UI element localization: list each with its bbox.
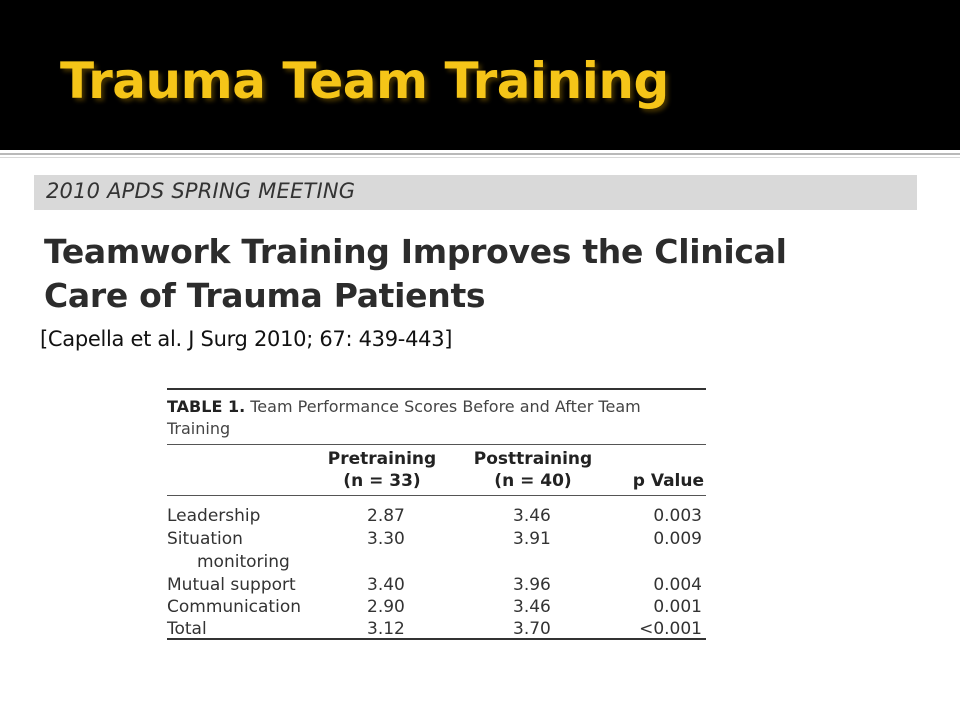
- row-post: 3.46: [513, 506, 551, 526]
- row-label: Situation: [167, 529, 243, 549]
- header-pretraining-n: (n = 33): [343, 471, 421, 491]
- header-posttraining: Posttraining (n = 40): [463, 448, 603, 492]
- row-p: 0.001: [653, 597, 702, 617]
- slide-title: Trauma Team Training: [60, 52, 669, 110]
- results-table: TABLE 1. Team Performance Scores Before …: [167, 388, 706, 640]
- table-row: Communication 2.90 3.46 0.001: [167, 596, 706, 618]
- table-row: Total 3.12 3.70 <0.001: [167, 618, 706, 640]
- row-pre: 2.90: [367, 597, 405, 617]
- row-label-continuation: monitoring: [197, 552, 290, 572]
- header-pretraining-label: Pretraining: [327, 449, 437, 469]
- table-header-rule: [167, 495, 706, 496]
- header-divider-thin: [0, 157, 960, 158]
- row-pre: 2.87: [367, 506, 405, 526]
- row-pre: 3.12: [367, 619, 405, 639]
- paper-title-line-2: Care of Trauma Patients: [44, 276, 486, 315]
- table-caption-label: TABLE 1.: [167, 397, 246, 416]
- header-posttraining-label: Posttraining: [473, 449, 593, 469]
- row-label: Total: [167, 619, 207, 639]
- paper-title-line-1: Teamwork Training Improves the Clinical: [44, 232, 787, 271]
- slide-header: Trauma Team Training: [0, 0, 960, 150]
- table-row: Mutual support 3.40 3.96 0.004: [167, 574, 706, 596]
- row-post: 3.70: [513, 619, 551, 639]
- table-body: Leadership 2.87 3.46 0.003 Situation 3.3…: [167, 496, 706, 639]
- row-p: 0.004: [653, 575, 702, 595]
- row-post: 3.46: [513, 597, 551, 617]
- header-p-value: p Value: [632, 471, 704, 491]
- paper-title: Teamwork Training Improves the Clinical …: [44, 230, 787, 318]
- header-divider: [0, 153, 960, 155]
- row-pre: 3.30: [367, 529, 405, 549]
- table-caption-rule: [167, 444, 706, 445]
- table-header: Pretraining (n = 33) Posttraining (n = 4…: [167, 445, 706, 495]
- table-caption: TABLE 1. Team Performance Scores Before …: [167, 390, 706, 444]
- row-label: Mutual support: [167, 575, 296, 595]
- table-row-continuation: monitoring: [167, 551, 706, 573]
- row-post: 3.96: [513, 575, 551, 595]
- row-label: Communication: [167, 597, 301, 617]
- citation: [Capella et al. J Surg 2010; 67: 439-443…: [40, 327, 453, 351]
- table-row: Situation 3.30 3.91 0.009: [167, 528, 706, 550]
- row-p: 0.009: [653, 529, 702, 549]
- row-label: Leadership: [167, 506, 261, 526]
- row-pre: 3.40: [367, 575, 405, 595]
- row-post: 3.91: [513, 529, 551, 549]
- header-pretraining: Pretraining (n = 33): [317, 448, 447, 492]
- meeting-banner-text: 2010 APDS SPRING MEETING: [46, 179, 356, 203]
- table-caption-text: Team Performance Scores Before and After…: [167, 397, 641, 438]
- meeting-banner: 2010 APDS SPRING MEETING: [34, 175, 917, 210]
- row-p: 0.003: [653, 506, 702, 526]
- header-posttraining-n: (n = 40): [494, 471, 572, 491]
- table-row: Leadership 2.87 3.46 0.003: [167, 505, 706, 527]
- table-top-rule: [167, 388, 706, 390]
- table-bottom-rule: [167, 638, 706, 640]
- row-p: <0.001: [639, 619, 702, 639]
